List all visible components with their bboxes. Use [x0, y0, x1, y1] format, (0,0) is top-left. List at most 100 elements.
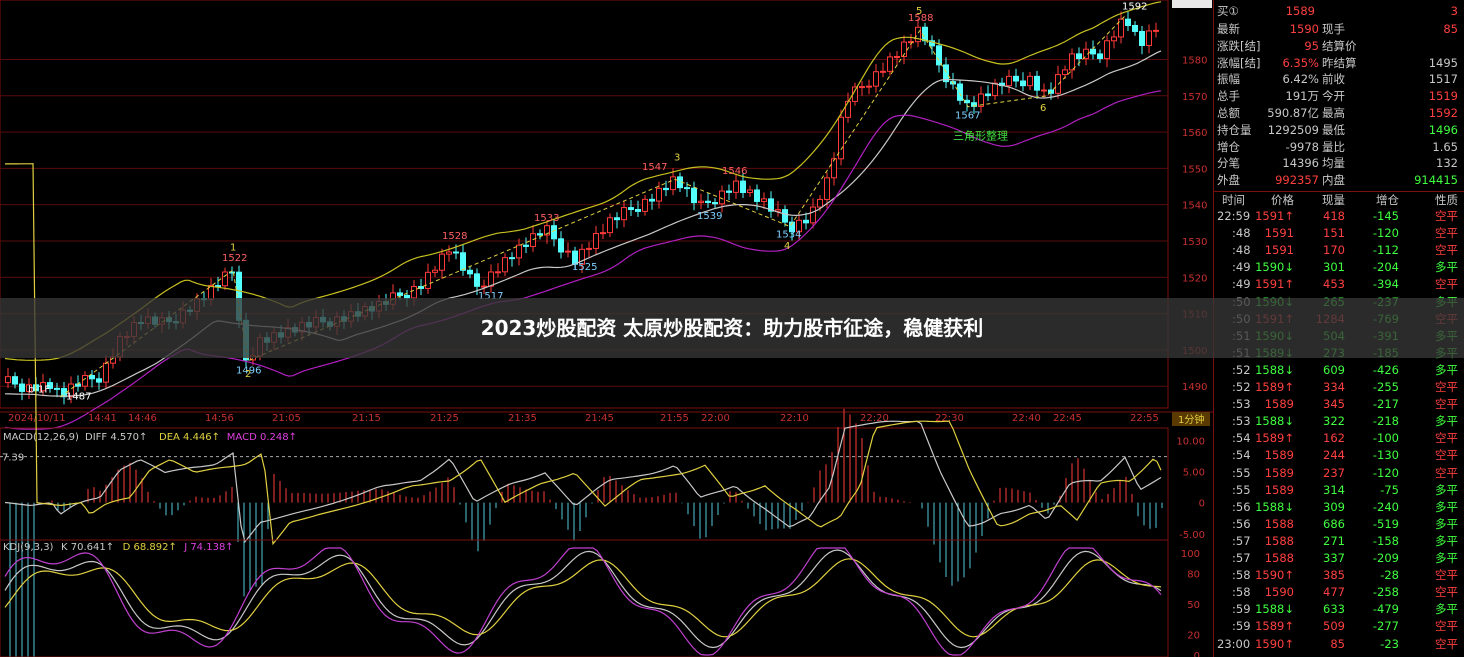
candle-body — [712, 202, 718, 205]
quote-label: 总手 — [1217, 89, 1240, 104]
candle-body — [537, 233, 543, 236]
tick-cell: -100 — [1372, 431, 1399, 446]
banner-overlay: 2023炒股配资 太原炒股配资：助力股市征途，稳健获利 — [0, 298, 1464, 358]
candle-body — [726, 190, 732, 193]
tick-cell: :52 — [1232, 362, 1251, 377]
price-tick-label: 1560 — [1182, 128, 1207, 139]
quote-value: 992357 — [1275, 173, 1319, 188]
candle-body — [901, 41, 907, 57]
kdj-tick-label: 0 — [1194, 651, 1200, 657]
candle-body — [1013, 75, 1019, 82]
tick-row: :57 1588 337 -209 多平 — [1214, 550, 1464, 566]
quote-label: 均量 — [1322, 156, 1345, 171]
quote-row: 总额 590.87亿 最高 1592 — [1214, 105, 1464, 121]
tick-cell: -479 — [1372, 602, 1399, 617]
quote-value: 1517 — [1428, 72, 1458, 87]
candle-body — [432, 269, 438, 273]
candle-body — [551, 225, 557, 240]
tick-cell: 1589 — [1264, 482, 1294, 497]
quote-label: 增仓 — [1217, 139, 1240, 154]
ticks-header-cell: 价格 — [1271, 193, 1294, 207]
tick-cell: -258 — [1372, 585, 1399, 600]
kdj-legend: K 70.641↑ — [61, 542, 114, 553]
price-extreme-label: 1592 — [1122, 1, 1147, 12]
candle-body — [789, 221, 795, 233]
tick-cell: :55 — [1232, 482, 1251, 497]
candle-body — [1097, 53, 1103, 60]
price-tick-label: 1540 — [1182, 201, 1207, 212]
tick-row: 23:00 1590↑ 85 -23 空平 — [1214, 636, 1464, 652]
tick-cell: -255 — [1372, 380, 1399, 394]
candle-body — [621, 207, 627, 221]
kdj-legend: D 68.892↑ — [123, 542, 177, 553]
tick-cell: :57 — [1232, 551, 1251, 565]
quote-label: 持仓量 — [1217, 122, 1252, 137]
quote-value: 191万 — [1285, 89, 1319, 104]
tick-row: :55 1589 314 -75 多平 — [1214, 482, 1464, 498]
candle-body — [1104, 40, 1110, 60]
tick-cell: 空平 — [1435, 448, 1458, 463]
tick-cell: 多平 — [1435, 362, 1458, 377]
candle-body — [1006, 75, 1012, 87]
tick-cell: 1588 — [1264, 516, 1294, 531]
tick-cell: 509 — [1323, 619, 1345, 634]
tick-cell: 多平 — [1435, 414, 1458, 429]
candle-body — [894, 55, 900, 58]
tick-cell: -23 — [1380, 636, 1399, 651]
candle-body — [467, 269, 473, 275]
tick-cell: 多平 — [1435, 533, 1458, 548]
candle-body — [866, 85, 872, 88]
candle-body — [446, 251, 452, 255]
tick-row: :49 1590↓ 301 -204 多平 — [1214, 259, 1464, 275]
candle-body — [1125, 18, 1131, 27]
quote-value: 914415 — [1414, 173, 1458, 188]
tick-cell: 1591↑ — [1255, 209, 1294, 223]
tick-cell: 1589 — [1264, 465, 1294, 480]
quote-label: 振幅 — [1217, 72, 1240, 87]
macd-tick-label: 0 — [1199, 499, 1205, 510]
candle-body — [971, 102, 977, 107]
tick-cell: :49 — [1232, 260, 1251, 275]
tick-cell: 1590↓ — [1255, 260, 1294, 275]
kdj-title: KDJ(9,3,3) — [3, 542, 54, 553]
tick-row: :53 1589 345 -217 空平 — [1214, 396, 1464, 412]
tick-cell: -204 — [1372, 260, 1399, 275]
tick-cell: 空平 — [1435, 585, 1458, 600]
quote-value: 1496 — [1428, 122, 1458, 137]
candle-body — [488, 271, 494, 287]
quote-value: 1495 — [1428, 55, 1458, 70]
tick-cell: 334 — [1323, 380, 1345, 394]
tick-cell: :58 — [1232, 585, 1251, 600]
candle-body — [992, 82, 998, 97]
price-extreme-label: 1487 — [66, 392, 91, 403]
tick-cell: 多平 — [1435, 482, 1458, 497]
tick-row: :57 1588 271 -158 多平 — [1214, 533, 1464, 549]
price-tick-label: 1530 — [1182, 237, 1207, 248]
macd-tick-label: -5.00 — [1179, 530, 1205, 541]
macd-legend: DEA 4.446↑ — [159, 432, 220, 443]
kdj-tick-label: 50 — [1187, 600, 1200, 611]
tick-cell: 162 — [1323, 431, 1345, 446]
candle-body — [642, 198, 648, 212]
tick-cell: 1589↑ — [1255, 431, 1294, 446]
quote-row: 增仓 -9978 量比 1.65 — [1214, 139, 1464, 155]
candle-body — [705, 200, 711, 204]
tick-cell: 空平 — [1435, 397, 1458, 412]
tick-row: :58 1590↑ 385 -28 空平 — [1214, 567, 1464, 583]
tick-cell: 1589↑ — [1255, 619, 1294, 634]
quote-label: 现手 — [1322, 22, 1345, 36]
tick-cell: 1589↑ — [1255, 380, 1294, 394]
wave-label: 1 — [230, 242, 236, 253]
tick-row: :48 1591 151 -120 空平 — [1214, 225, 1464, 241]
time-tick-label: 22:00 — [701, 413, 730, 424]
candle-body — [474, 273, 480, 287]
price-top-marker — [1172, 0, 1212, 8]
quote-value: 1592 — [1428, 106, 1458, 120]
quote-label: 昨结算 — [1322, 55, 1357, 70]
price-tick-label: 1550 — [1182, 164, 1207, 175]
quote-value: 1.65 — [1432, 139, 1458, 154]
time-tick-label: 22:45 — [1053, 413, 1082, 424]
candle-body — [1062, 69, 1068, 76]
tick-cell: 385 — [1323, 568, 1345, 583]
candle-body — [26, 384, 32, 392]
